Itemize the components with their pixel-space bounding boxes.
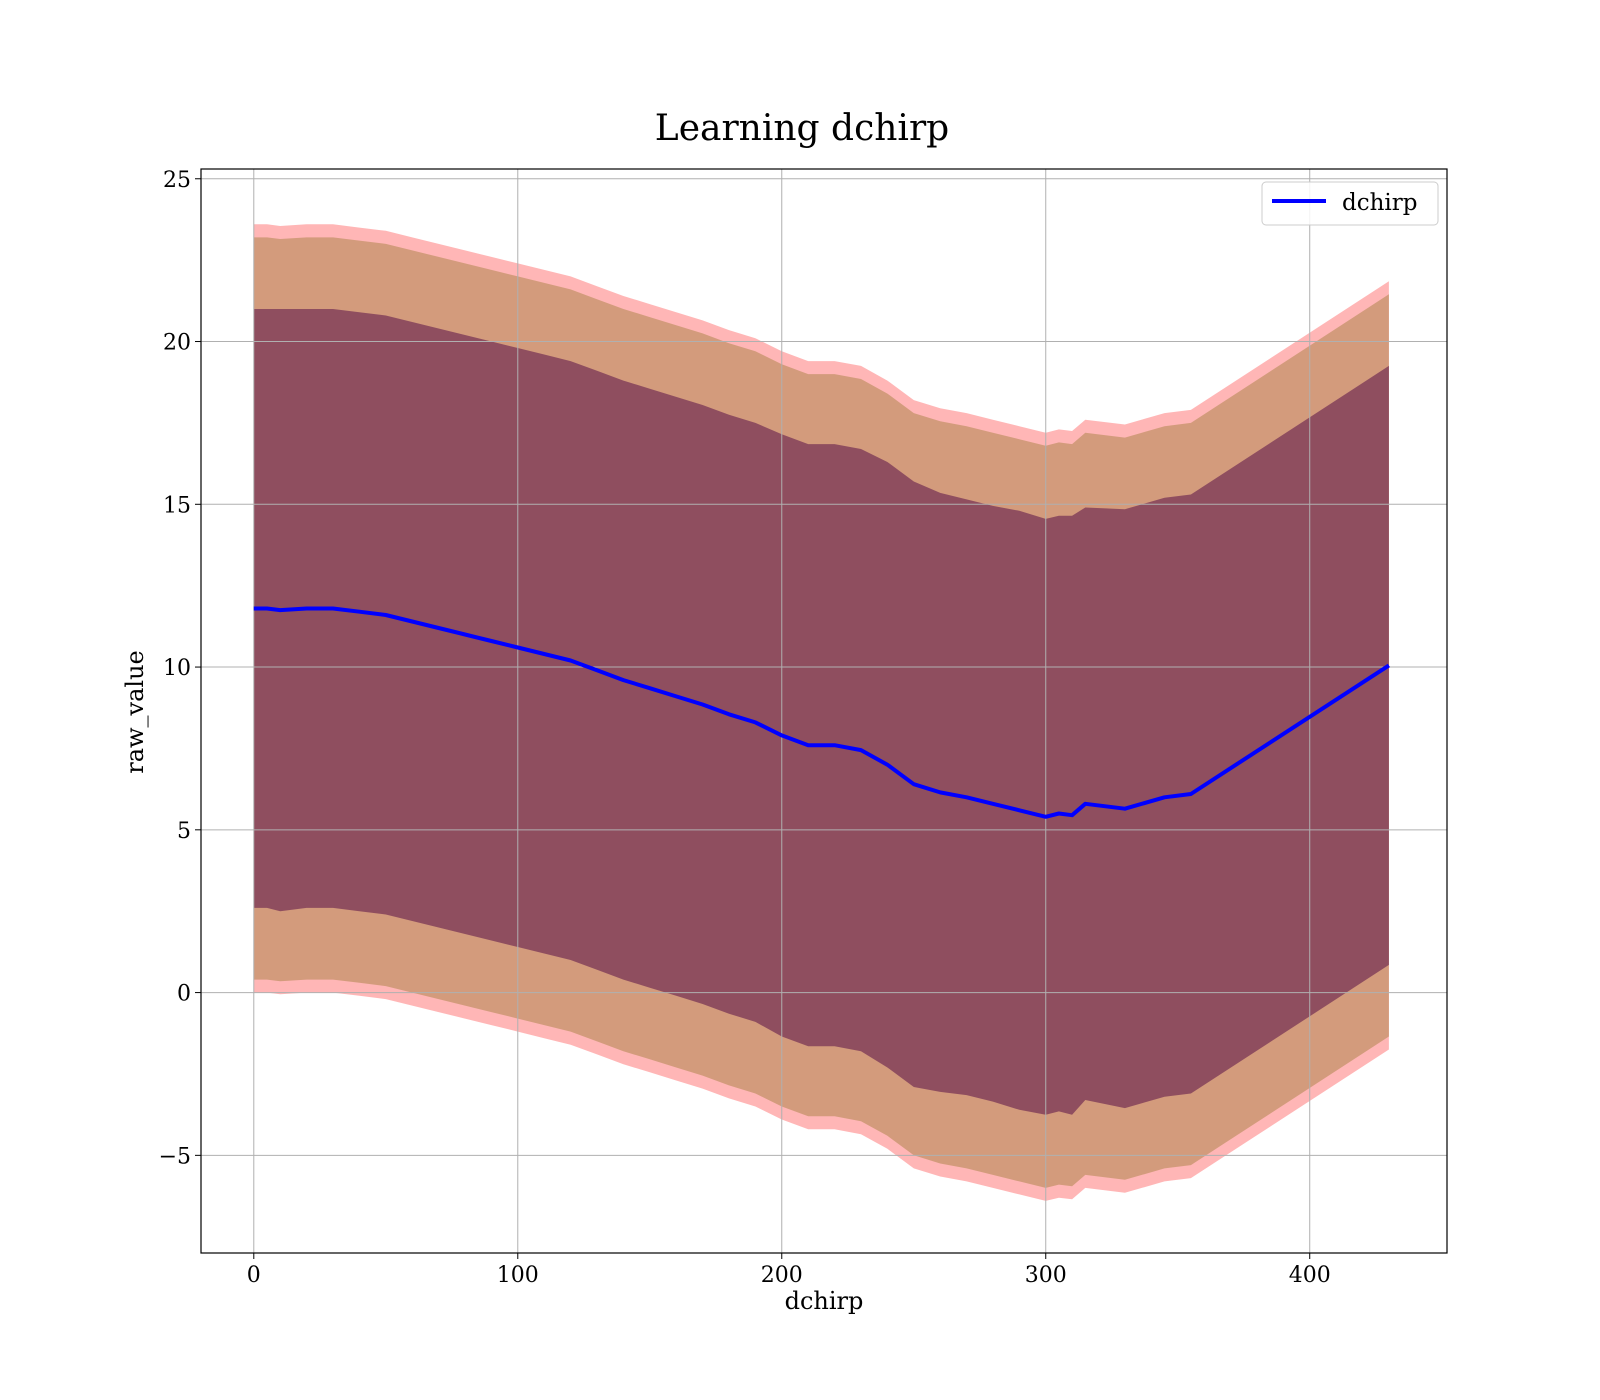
x-tick-label: 0: [247, 1263, 261, 1288]
y-tick-label: 5: [177, 819, 191, 844]
x-tick-label: 200: [761, 1263, 803, 1288]
y-tick-label: 10: [163, 656, 191, 681]
axis-ticks: 0 100 200 300 400 −5 0 5 10 15 20 25: [159, 168, 1331, 1288]
series-line-dchirp: [253, 606, 1390, 819]
band-inner: [253, 309, 1389, 1115]
x-tick-label: 100: [497, 1263, 539, 1288]
x-axis-label: dchirp: [785, 1287, 864, 1315]
y-tick-label: −5: [159, 1144, 191, 1169]
y-tick-label: 20: [163, 331, 191, 356]
y-tick-label: 25: [163, 168, 191, 193]
y-tick-label: 0: [177, 982, 191, 1007]
series-lines: [253, 606, 1390, 819]
x-tick-label: 300: [1025, 1263, 1067, 1288]
y-axis-label: raw_value: [121, 650, 149, 774]
grid: [201, 169, 1447, 1253]
legend: dchirp: [1261, 181, 1439, 226]
legend-box: [1261, 181, 1439, 226]
x-tick-label: 400: [1289, 1263, 1331, 1288]
chart-title: Learning dchirp: [655, 108, 949, 149]
legend-label: dchirp: [1342, 190, 1418, 216]
confidence-bands: [253, 224, 1389, 1201]
plot-frame: [200, 168, 1448, 1254]
y-tick-label: 15: [163, 493, 191, 518]
